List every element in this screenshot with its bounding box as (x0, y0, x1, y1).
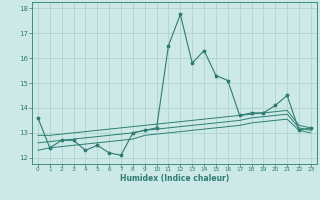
X-axis label: Humidex (Indice chaleur): Humidex (Indice chaleur) (120, 174, 229, 183)
